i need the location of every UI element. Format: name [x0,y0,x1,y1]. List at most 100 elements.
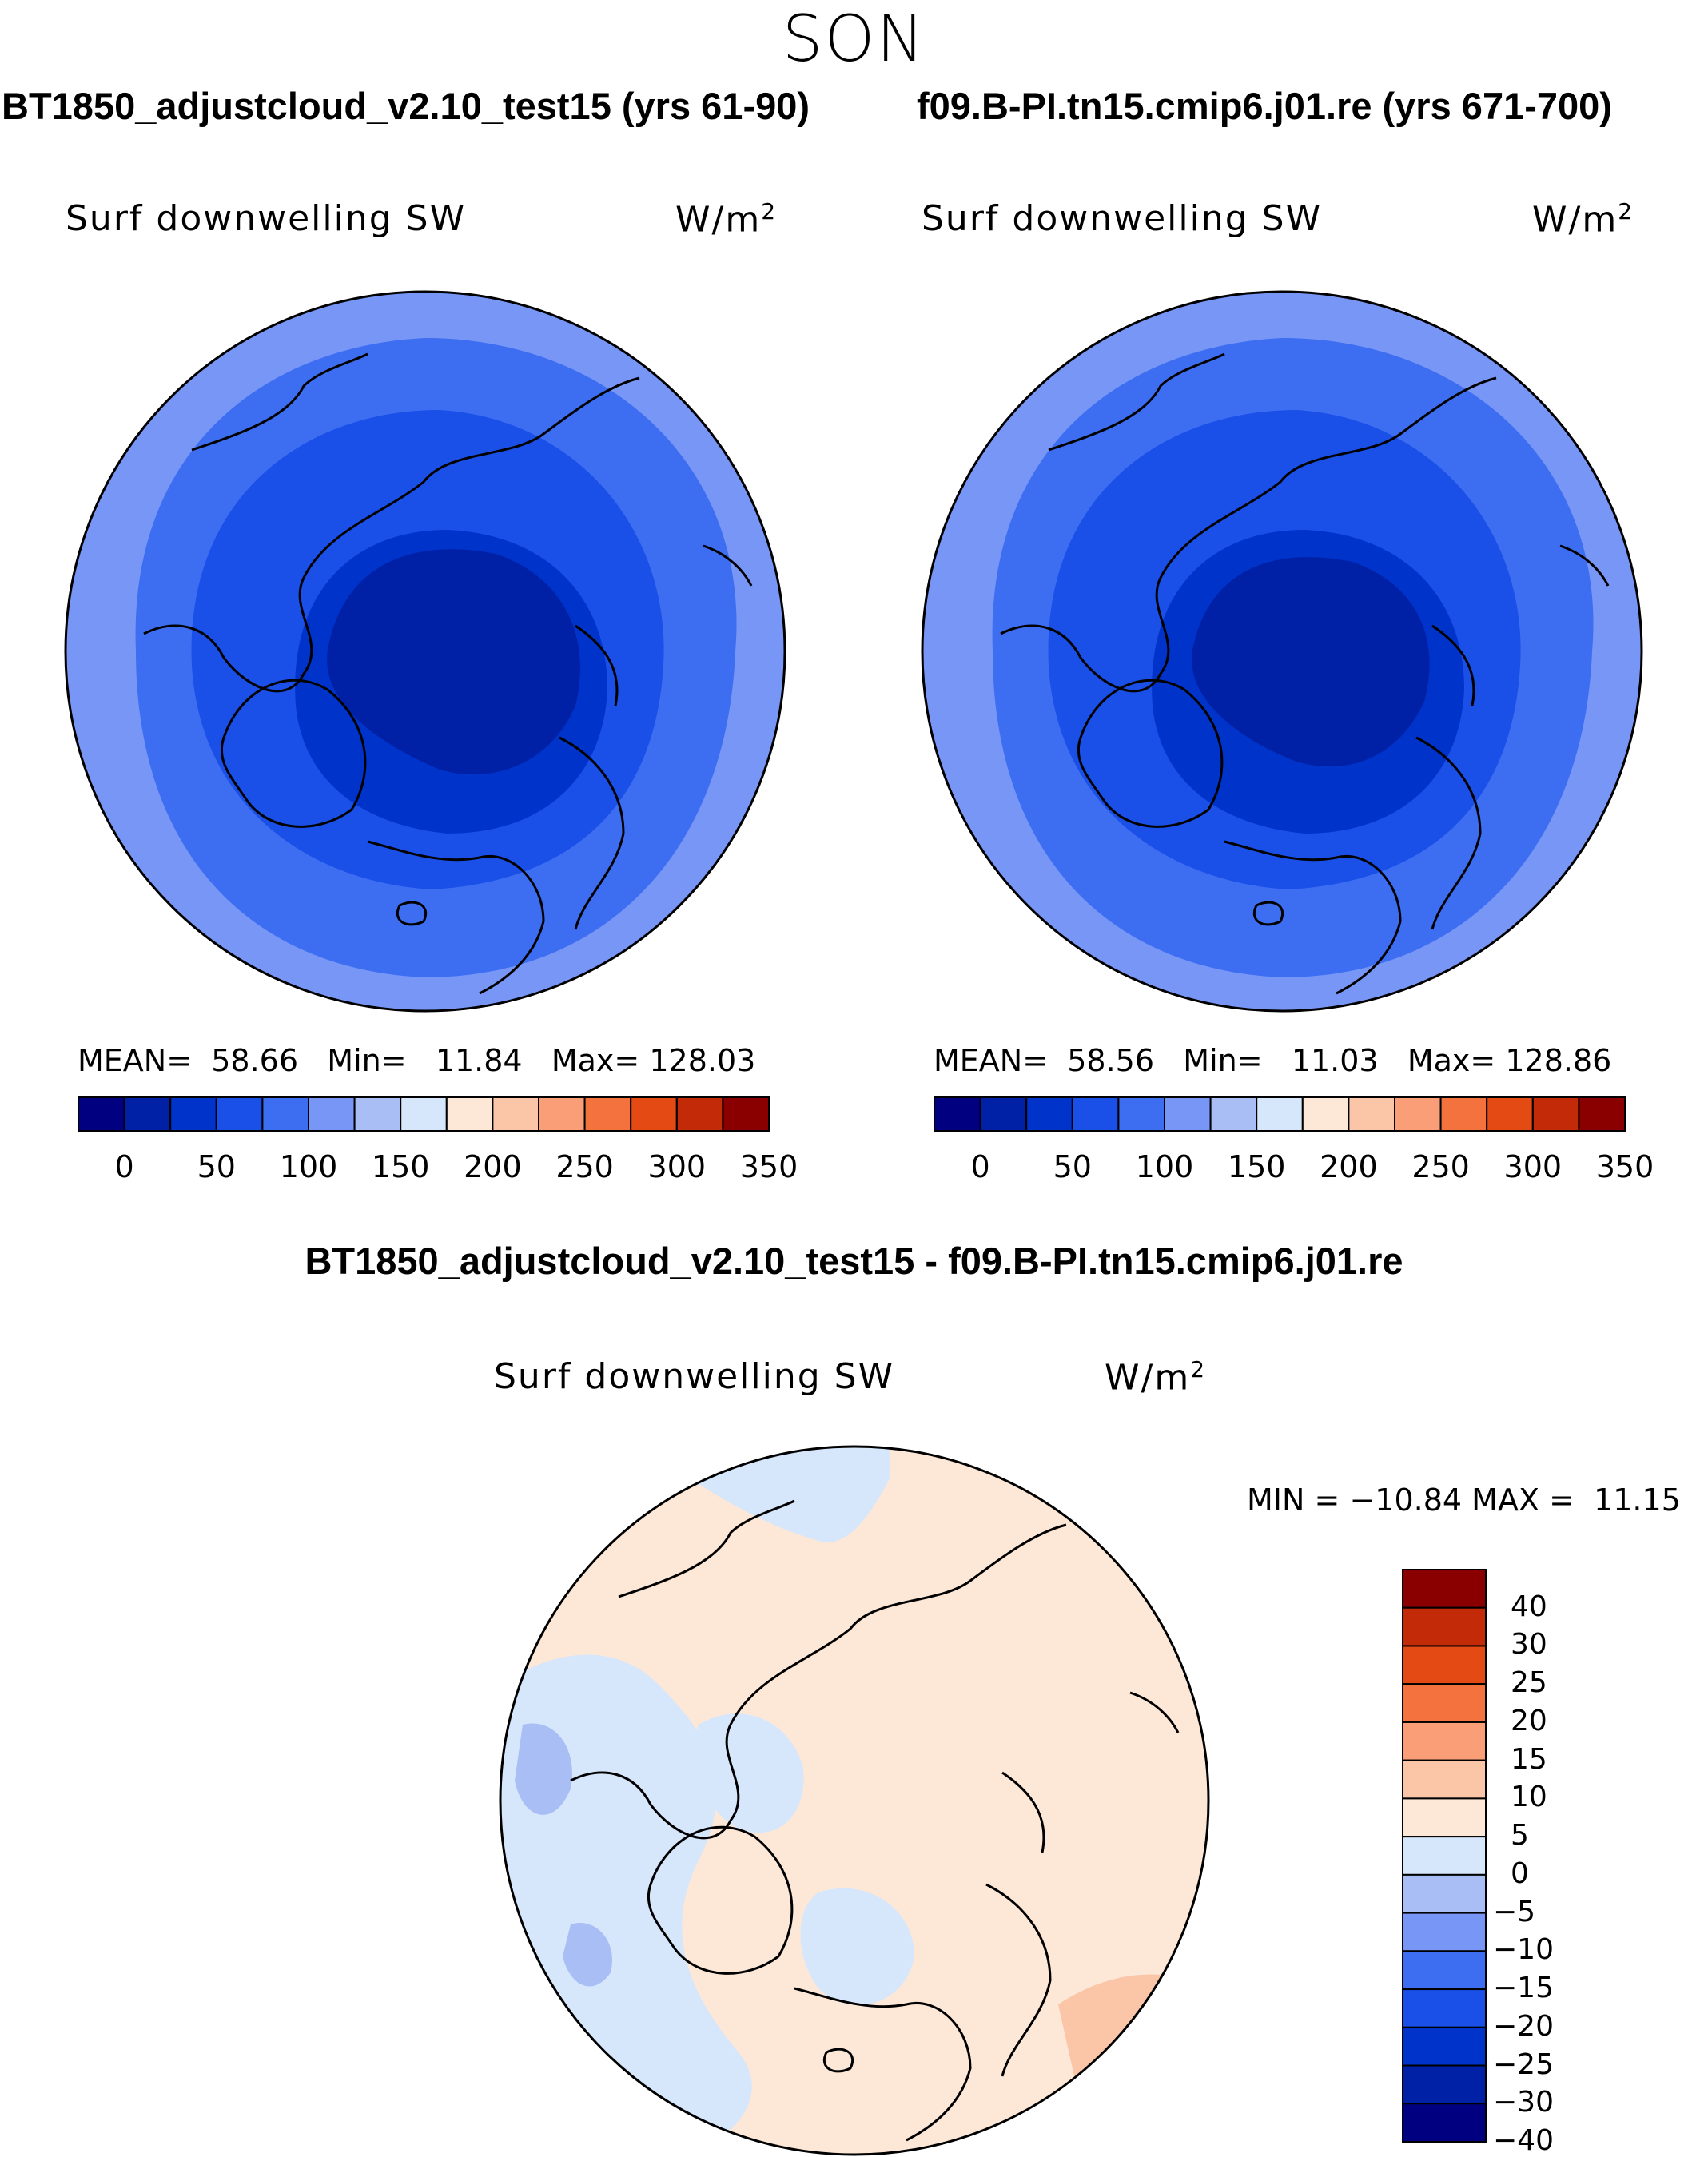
diff-colorbar-tick-label: 15 [1511,1742,1547,1776]
right-colorbar-box [1256,1096,1304,1132]
right-colorbar-tick-label: 50 [1053,1149,1092,1184]
right-colorbar-box [1531,1096,1580,1132]
diff-field-neg-f [515,1723,572,1815]
diff-colorbar-tick-label: 0 [1511,1857,1529,1890]
diff-colorbar-box [1402,1683,1487,1723]
diff-field-neg-g [563,1923,612,1987]
right-colorbar-tick-label: 150 [1227,1149,1286,1184]
diff-field-pos [1058,1974,1208,2099]
left-variable-label: Surf downwelling SW [66,198,467,239]
left-colorbar-box [722,1096,770,1132]
right-colorbar-tick-label: 100 [1135,1149,1194,1184]
diff-colorbar-box [1402,1950,1487,1991]
left-colorbar-tick-label: 150 [371,1149,430,1184]
left-colorbar-box [78,1096,125,1132]
diff-colorbar-tick-label: 10 [1511,1781,1547,1814]
diff-colorbar-box [1402,1797,1487,1838]
left-colorbar-tick-label: 250 [555,1149,614,1184]
diff-colorbar [1402,1569,1487,2143]
left-colorbar-box [675,1096,724,1132]
right-polar-map [921,290,1643,1013]
diff-colorbar-tick-label: −30 [1493,2086,1554,2119]
left-colorbar-box [400,1096,448,1132]
left-colorbar-tick-label: 0 [114,1149,134,1184]
diff-colorbar-tick-label: 40 [1511,1590,1547,1623]
left-colorbar-box [169,1096,217,1132]
left-colorbar-tick-label: 300 [647,1149,707,1184]
diff-polar-map [499,1445,1210,2156]
diff-field-neg-d [693,1713,804,1833]
left-colorbar-tick-label: 350 [739,1149,798,1184]
diff-min-max: MIN = −10.84 MAX = 11.15 [1247,1482,1681,1518]
left-colorbar-box [583,1096,632,1132]
diff-colorbar-box [1402,2026,1487,2067]
diff-case-title: BT1850_adjustcloud_v2.10_test15 - f09.B-… [305,1240,1403,1282]
right-colorbar-box [1301,1096,1350,1132]
right-colorbar-box [1025,1096,1073,1132]
diff-colorbar-tick-label: −10 [1493,1933,1554,1967]
diff-variable-label: Surf downwelling SW [494,1356,895,1397]
diff-colorbar-tick-label: 30 [1511,1628,1547,1662]
diff-colorbar-box [1402,2064,1487,2105]
field-level-0 [327,549,580,775]
left-colorbar-tick-label: 50 [197,1149,236,1184]
coastlines [570,1499,1180,2142]
left-case-title: BT1850_adjustcloud_v2.10_test15 (yrs 61-… [2,85,810,127]
left-colorbar-box [353,1096,402,1132]
diff-colorbar-box [1402,2103,1487,2143]
left-colorbar-box [538,1096,586,1132]
right-colorbar-box [934,1096,981,1132]
coastlines [143,352,753,995]
right-stats: MEAN= 58.56 Min= 11.03 Max= 128.86 [934,1043,1612,1078]
right-colorbar-box [1209,1096,1258,1132]
right-colorbar-box [1486,1096,1534,1132]
right-colorbar-box [1348,1096,1396,1132]
left-colorbar-box [630,1096,678,1132]
right-colorbar [934,1096,1626,1132]
left-colorbar-box [215,1096,264,1132]
left-colorbar-box [308,1096,356,1132]
diff-colorbar-box [1402,1759,1487,1800]
diff-colorbar-tick-label: 20 [1511,1704,1547,1737]
diff-colorbar-tick-label: −40 [1493,2124,1554,2157]
left-stats: MEAN= 58.66 Min= 11.84 Max= 128.03 [78,1043,756,1078]
right-colorbar-tick-label: 250 [1411,1149,1470,1184]
left-colorbar-box [445,1096,494,1132]
right-colorbar-box [1117,1096,1165,1132]
diff-colorbar-box [1402,1721,1487,1761]
diff-colorbar-tick-label: 5 [1511,1819,1529,1853]
left-colorbar-box [123,1096,172,1132]
field-level-0 [1192,557,1430,767]
season-title: SON [782,2,926,76]
right-colorbar-box [1394,1096,1442,1132]
right-units-label: W/m2 [1532,198,1634,241]
diff-units-label: W/m2 [1105,1356,1207,1399]
right-colorbar-tick-label: 300 [1503,1149,1563,1184]
diff-colorbar-box [1402,1836,1487,1876]
diff-colorbar-tick-label: 25 [1511,1666,1547,1700]
right-colorbar-box [1578,1096,1626,1132]
left-colorbar-box [492,1096,540,1132]
right-colorbar-tick-label: 350 [1595,1149,1654,1184]
right-colorbar-box [979,1096,1028,1132]
left-colorbar-tick-label: 200 [464,1149,522,1184]
right-colorbar-tick-label: 0 [970,1149,990,1184]
left-polar-map [64,290,786,1013]
diff-colorbar-box [1402,1569,1487,1609]
diff-colorbar-box [1402,1606,1487,1647]
coastlines [1000,352,1610,995]
right-variable-label: Surf downwelling SW [922,198,1323,239]
right-colorbar-box [1164,1096,1212,1132]
diff-colorbar-tick-label: −20 [1493,2009,1554,2043]
right-colorbar-tick-label: 200 [1320,1149,1378,1184]
diff-colorbar-tick-label: −25 [1493,2048,1554,2081]
right-colorbar-box [1439,1096,1488,1132]
right-case-title: f09.B-PI.tn15.cmip6.j01.re (yrs 671-700) [917,85,1612,127]
diff-colorbar-tick-label: −5 [1493,1895,1536,1928]
diff-colorbar-box [1402,1988,1487,2028]
left-colorbar-box [261,1096,309,1132]
right-colorbar-box [1071,1096,1120,1132]
diff-field-neg-e [800,1888,914,2005]
left-colorbar-tick-label: 100 [279,1149,338,1184]
diff-colorbar-box [1402,1645,1487,1685]
